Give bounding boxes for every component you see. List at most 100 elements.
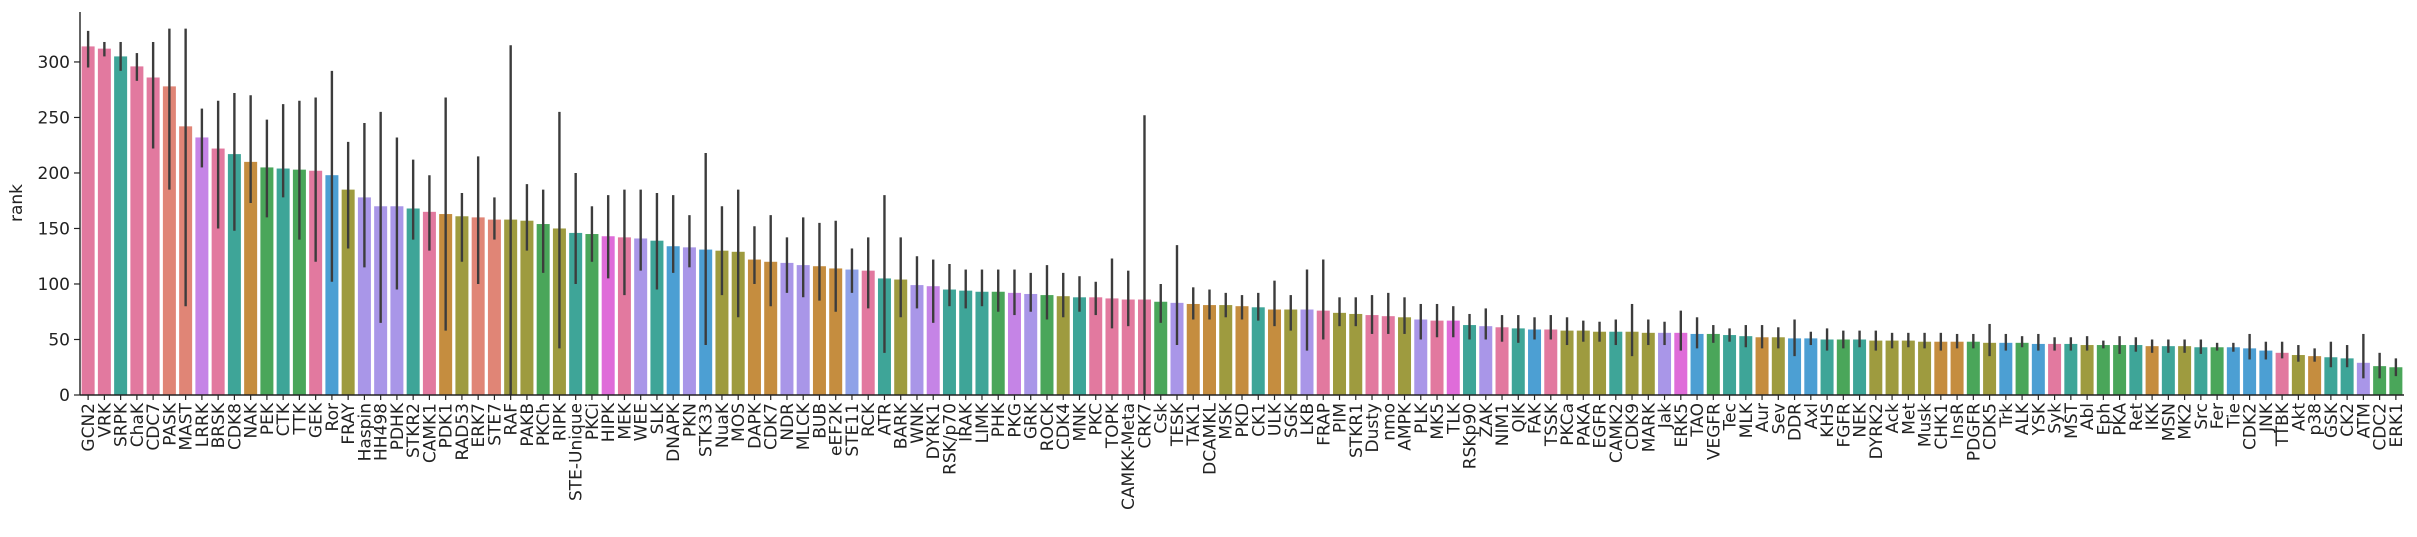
y-axis-label: rank bbox=[7, 184, 27, 222]
bar bbox=[682, 247, 696, 395]
bar bbox=[617, 237, 631, 395]
x-tick-label: Dusty bbox=[1363, 403, 1383, 452]
bar bbox=[487, 219, 501, 395]
bar bbox=[357, 197, 371, 395]
y-tick-label: 150 bbox=[38, 219, 70, 239]
bar bbox=[1007, 292, 1021, 395]
bar bbox=[81, 46, 95, 396]
bar bbox=[1024, 293, 1038, 395]
x-tick-label: ZAK bbox=[1477, 402, 1497, 437]
bar bbox=[227, 154, 241, 395]
x-tick-label: TOPK bbox=[1103, 402, 1123, 449]
bar bbox=[1820, 339, 1834, 395]
bar bbox=[1739, 336, 1753, 395]
x-tick-label: DYRK2 bbox=[1867, 403, 1887, 459]
x-tick-label: ChaK bbox=[128, 402, 148, 447]
x-tick-label: PASK bbox=[160, 402, 180, 446]
bar bbox=[1089, 297, 1103, 395]
bar bbox=[1853, 339, 1867, 395]
x-tick-label: STK33 bbox=[697, 403, 717, 457]
bar bbox=[894, 279, 908, 395]
bar bbox=[1268, 309, 1282, 395]
x-tick-label: ULK bbox=[1266, 402, 1286, 436]
bar bbox=[276, 168, 290, 395]
x-tick-label: NIM1 bbox=[1493, 403, 1513, 446]
bar bbox=[2356, 362, 2370, 395]
x-tick-label: MSK bbox=[1217, 402, 1237, 439]
x-tick-label: CDK2 bbox=[2241, 403, 2261, 450]
bar bbox=[471, 217, 485, 395]
x-tick-label: PKCi bbox=[583, 403, 603, 440]
bar bbox=[1040, 295, 1054, 395]
x-tick-label: RAD53 bbox=[453, 403, 473, 460]
x-tick-label: FRAP bbox=[1314, 403, 1334, 446]
x-tick-label: Eph bbox=[2094, 403, 2114, 435]
bar bbox=[1170, 302, 1184, 395]
x-tick-label: VEGFR bbox=[1704, 403, 1724, 460]
bar bbox=[2340, 358, 2354, 395]
y-tick-label: 50 bbox=[48, 330, 70, 350]
bar bbox=[1593, 331, 1607, 395]
x-tick-label: CDK7 bbox=[762, 403, 782, 450]
bar bbox=[1202, 305, 1216, 395]
x-tick-label: DDR bbox=[1786, 403, 1806, 441]
x-tick-label: InsR bbox=[1948, 403, 1968, 440]
bar bbox=[244, 161, 258, 395]
x-tick-label: PDHK bbox=[388, 402, 408, 450]
x-tick-label: NDR bbox=[778, 403, 798, 441]
x-tick-label: LKB bbox=[1298, 403, 1318, 435]
y-tick-label: 300 bbox=[38, 53, 70, 73]
x-tick-label: DYRK1 bbox=[924, 403, 944, 459]
bar bbox=[1235, 306, 1249, 395]
bar bbox=[162, 86, 176, 396]
x-tick-label: EGFR bbox=[1591, 403, 1611, 449]
bar bbox=[634, 238, 648, 395]
x-tick-label: WEE bbox=[632, 403, 652, 441]
x-tick-label: PDK1 bbox=[437, 403, 457, 448]
x-tick-label: IRAK bbox=[957, 402, 977, 442]
x-tick-label: NuaK bbox=[713, 402, 733, 448]
bar bbox=[2243, 348, 2257, 395]
bar bbox=[2259, 350, 2273, 395]
x-tick-label: FAK bbox=[1526, 402, 1546, 434]
x-tick-label: PDGFR bbox=[1964, 403, 1984, 461]
bar bbox=[1105, 298, 1119, 395]
bar bbox=[309, 170, 323, 395]
x-tick-label: SGK bbox=[1282, 402, 1302, 438]
bar bbox=[1625, 331, 1639, 395]
x-tick-label: Syk bbox=[2046, 403, 2066, 434]
x-tick-label: Ror bbox=[323, 403, 343, 431]
bar bbox=[1479, 326, 1493, 395]
bar bbox=[520, 220, 534, 395]
x-tick-label: CDK8 bbox=[225, 403, 245, 450]
bar bbox=[1284, 309, 1298, 395]
x-tick-label: TESK bbox=[1168, 402, 1188, 447]
x-tick-label: ERK1 bbox=[2387, 403, 2407, 448]
bar bbox=[1511, 328, 1525, 395]
x-tick-label: YSK bbox=[2029, 402, 2049, 436]
x-tick-label: ERK7 bbox=[469, 403, 489, 448]
x-tick-label: STE-Unique bbox=[567, 403, 587, 501]
bar bbox=[2308, 356, 2322, 395]
x-tick-label: TTBK bbox=[2273, 402, 2293, 447]
x-tick-label: PAKB bbox=[518, 403, 538, 447]
x-tick-label: MK5 bbox=[1428, 403, 1448, 440]
bar bbox=[2048, 343, 2062, 395]
x-tick-label: PKD bbox=[1233, 403, 1253, 438]
x-tick-label: Ret bbox=[2127, 403, 2147, 432]
y-tick-label: 250 bbox=[38, 108, 70, 128]
bar bbox=[975, 291, 989, 395]
x-tick-label: CTK bbox=[274, 402, 294, 436]
bar bbox=[2161, 346, 2175, 395]
x-tick-label: CK2 bbox=[2338, 403, 2358, 437]
x-tick-label: BRSK bbox=[209, 402, 229, 448]
bar bbox=[601, 236, 615, 395]
x-tick-label: BARK bbox=[892, 402, 912, 449]
x-tick-label: SLK bbox=[648, 402, 668, 434]
y-tick-label: 100 bbox=[38, 275, 70, 295]
bar bbox=[2064, 343, 2078, 395]
x-tick-label: JNK bbox=[2257, 402, 2277, 433]
x-tick-label: Musk bbox=[1916, 403, 1936, 447]
bar bbox=[146, 77, 160, 396]
bar bbox=[130, 66, 144, 396]
